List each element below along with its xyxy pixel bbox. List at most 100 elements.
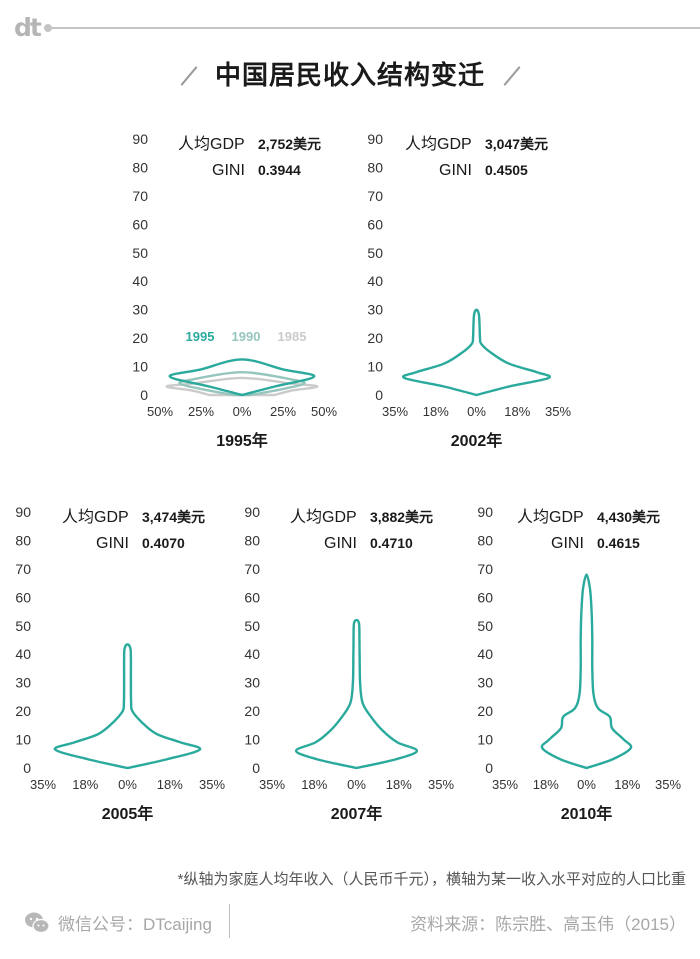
y-tick-label: 0 xyxy=(140,387,148,403)
y-tick-label: 10 xyxy=(477,732,493,748)
gdp-label: 人均GDP xyxy=(62,508,129,526)
chart-panel-2005年: 0 10 20 30 40 50 60 70 80 90 35% 18% 0% 18% 35% 2005年 人均… xyxy=(15,504,225,823)
y-tick-label: 50 xyxy=(15,618,31,634)
x-tick-label: 35% xyxy=(492,777,518,792)
y-tick-label: 20 xyxy=(244,703,260,719)
x-tick-label: 0% xyxy=(577,777,596,792)
gdp-label: 人均GDP xyxy=(290,508,357,526)
legend-entry: 1985 xyxy=(278,329,307,344)
y-tick-label: 10 xyxy=(15,732,31,748)
gdp-value: 2,752美元 xyxy=(258,136,321,152)
y-tick-label: 50 xyxy=(132,245,148,261)
y-tick-label: 90 xyxy=(132,131,148,147)
gini-label: GINI xyxy=(551,535,584,552)
y-tick-label: 50 xyxy=(367,245,383,261)
y-tick-label: 30 xyxy=(244,675,260,691)
y-tick-label: 60 xyxy=(15,589,31,605)
y-tick-label: 60 xyxy=(244,589,260,605)
y-tick-label: 20 xyxy=(132,330,148,346)
x-tick-label: 35% xyxy=(259,777,285,792)
x-tick-label: 0% xyxy=(467,404,486,419)
header: dt xyxy=(0,0,700,60)
gdp-label: 人均GDP xyxy=(405,135,472,153)
y-tick-label: 40 xyxy=(132,273,148,289)
x-tick-label: 25% xyxy=(270,404,296,419)
x-tick-label: 18% xyxy=(301,777,327,792)
x-tick-label: 50% xyxy=(311,404,337,419)
chart-panel-2007年: 0 10 20 30 40 50 60 70 80 90 35% 18% 0% 18% 35% 2007年 人均… xyxy=(244,504,454,823)
x-tick-label: 25% xyxy=(188,404,214,419)
y-tick-label: 70 xyxy=(132,188,148,204)
footer-separator xyxy=(229,904,230,938)
x-tick-label: 0% xyxy=(347,777,366,792)
gini-value: 0.3944 xyxy=(258,162,301,178)
data-source: 资料来源：陈宗胜、高玉伟（2015） xyxy=(410,915,686,934)
violin-2005 xyxy=(53,643,202,770)
gini-label: GINI xyxy=(212,162,245,179)
y-tick-label: 60 xyxy=(132,216,148,232)
gini-value: 0.4070 xyxy=(142,535,185,551)
gdp-value: 4,430美元 xyxy=(597,509,660,525)
dt-logo: dt xyxy=(14,13,42,42)
violin-1985 xyxy=(165,376,319,397)
y-tick-label: 80 xyxy=(367,159,383,175)
gini-value: 0.4505 xyxy=(485,162,528,178)
x-tick-label: 18% xyxy=(423,404,449,419)
gini-label: GINI xyxy=(96,535,129,552)
y-tick-label: 80 xyxy=(477,532,493,548)
gdp-value: 3,882美元 xyxy=(370,509,433,525)
violin-2007 xyxy=(294,618,419,770)
y-tick-label: 60 xyxy=(477,589,493,605)
y-tick-label: 90 xyxy=(15,504,31,520)
gdp-label: 人均GDP xyxy=(178,135,245,153)
chart-panel-2002年: 0 10 20 30 40 50 60 70 80 90 35% 18% 0% 18% 35% 2002年 人均… xyxy=(367,131,571,450)
y-tick-label: 50 xyxy=(244,618,260,634)
x-tick-label: 18% xyxy=(533,777,559,792)
gdp-label: 人均GDP xyxy=(517,508,584,526)
x-axis-label: 2002年 xyxy=(451,431,503,450)
wechat-icon xyxy=(25,912,50,934)
violin-1990 xyxy=(178,371,306,397)
y-tick-label: 10 xyxy=(244,732,260,748)
y-tick-label: 60 xyxy=(367,216,383,232)
footnote: *纵轴为家庭人均年收入（人民币千元），横轴为某一收入水平对应的人口比重 xyxy=(177,871,686,888)
gini-label: GINI xyxy=(439,162,472,179)
x-tick-label: 35% xyxy=(382,404,408,419)
violin-2010 xyxy=(540,573,633,770)
y-tick-label: 30 xyxy=(132,302,148,318)
y-tick-label: 40 xyxy=(367,273,383,289)
y-tick-label: 70 xyxy=(244,561,260,577)
x-axis-label: 2007年 xyxy=(331,804,383,823)
x-tick-label: 35% xyxy=(199,777,225,792)
y-tick-label: 40 xyxy=(244,646,260,662)
y-tick-label: 20 xyxy=(367,330,383,346)
x-tick-label: 35% xyxy=(545,404,571,419)
y-tick-label: 80 xyxy=(244,532,260,548)
violin-2002 xyxy=(402,308,551,397)
y-tick-label: 70 xyxy=(477,561,493,577)
y-tick-label: 30 xyxy=(367,302,383,318)
chart-panel-2010年: 0 10 20 30 40 50 60 70 80 90 35% 18% 0% 18% 35% 2010年 人均… xyxy=(477,504,681,823)
gdp-value: 3,047美元 xyxy=(485,136,548,152)
y-tick-label: 0 xyxy=(375,387,383,403)
x-tick-label: 18% xyxy=(504,404,530,419)
y-tick-label: 20 xyxy=(477,703,493,719)
x-tick-label: 35% xyxy=(30,777,56,792)
x-tick-label: 18% xyxy=(386,777,412,792)
y-tick-label: 10 xyxy=(367,359,383,375)
y-tick-label: 30 xyxy=(15,675,31,691)
footer: 微信公号：DTcaijing 资料来源：陈宗胜、高玉伟（2015） xyxy=(0,900,700,944)
legend-entry: 1990 xyxy=(232,329,261,344)
y-tick-label: 40 xyxy=(477,646,493,662)
x-tick-label: 35% xyxy=(428,777,454,792)
y-tick-label: 0 xyxy=(252,760,260,776)
y-tick-label: 90 xyxy=(367,131,383,147)
x-tick-label: 18% xyxy=(157,777,183,792)
wechat-account: 微信公号：DTcaijing xyxy=(58,915,212,934)
y-tick-label: 0 xyxy=(485,760,493,776)
x-tick-label: 18% xyxy=(614,777,640,792)
y-tick-label: 20 xyxy=(15,703,31,719)
y-tick-label: 80 xyxy=(15,532,31,548)
x-axis-label: 2005年 xyxy=(102,804,154,823)
